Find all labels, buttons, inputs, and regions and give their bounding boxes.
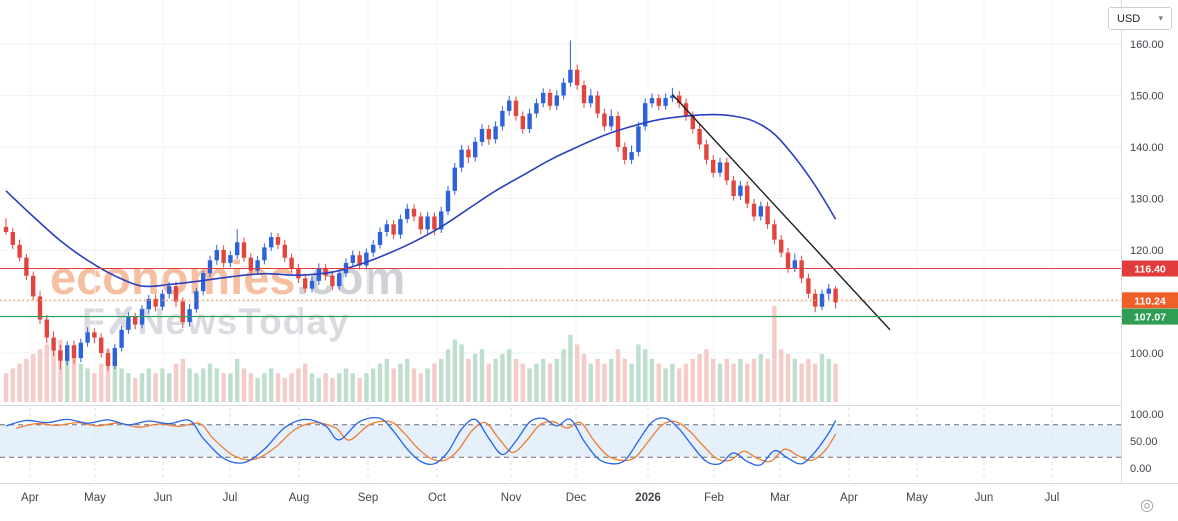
svg-text:100.00: 100.00: [1130, 409, 1164, 421]
svg-text:Feb: Feb: [704, 492, 724, 504]
candles-layer: [3, 40, 838, 371]
grid-layer: [0, 0, 1122, 481]
stochastic-pane: [0, 416, 1122, 466]
svg-text:Nov: Nov: [501, 492, 522, 504]
svg-text:130.00: 130.00: [1130, 194, 1164, 206]
stoch-k-line: [5, 416, 837, 466]
svg-text:50.00: 50.00: [1130, 436, 1158, 448]
svg-text:Jun: Jun: [154, 492, 173, 504]
svg-text:Aug: Aug: [289, 492, 309, 504]
svg-text:100.00: 100.00: [1130, 348, 1164, 360]
svg-text:0.00: 0.00: [1130, 463, 1151, 475]
svg-text:Sep: Sep: [358, 492, 378, 504]
svg-text:150.00: 150.00: [1130, 91, 1164, 103]
svg-text:160.00: 160.00: [1130, 39, 1164, 51]
svg-text:Apr: Apr: [840, 492, 858, 504]
svg-text:Jul: Jul: [1045, 492, 1060, 504]
svg-text:110.24: 110.24: [1134, 295, 1166, 307]
svg-text:140.00: 140.00: [1130, 142, 1164, 154]
svg-text:2026: 2026: [635, 492, 661, 504]
svg-text:Jun: Jun: [975, 492, 994, 504]
svg-text:Jul: Jul: [223, 492, 238, 504]
crosshair-icon[interactable]: ◎: [1140, 497, 1154, 514]
price-level-chips: 116.40 110.24 107.07: [1122, 260, 1178, 325]
svg-text:107.07: 107.07: [1134, 312, 1166, 324]
svg-text:May: May: [84, 492, 106, 504]
chevron-down-icon: ▾: [1158, 13, 1163, 23]
trendline: [671, 94, 891, 331]
svg-text:Mar: Mar: [770, 492, 790, 504]
svg-text:May: May: [906, 492, 928, 504]
svg-text:Dec: Dec: [566, 492, 587, 504]
price-axis-labels: 160.00 150.00 140.00 130.00 120.00 100.00 100.…: [1130, 39, 1164, 475]
currency-selector[interactable]: USD ▾: [1108, 7, 1172, 30]
svg-text:Apr: Apr: [21, 492, 39, 504]
currency-value: USD: [1117, 12, 1141, 25]
volume-layer: [3, 306, 838, 402]
moving-average-line: [5, 113, 837, 288]
svg-text:Oct: Oct: [428, 492, 447, 504]
svg-text:116.40: 116.40: [1134, 264, 1166, 276]
stoch-d-line: [16, 420, 837, 463]
svg-text:120.00: 120.00: [1130, 245, 1164, 257]
levels-layer: [0, 267, 1122, 318]
time-axis-labels: Apr May Jun Jul Aug Sep Oct Nov Dec 2026 Feb Mar Apr…: [21, 492, 1059, 504]
